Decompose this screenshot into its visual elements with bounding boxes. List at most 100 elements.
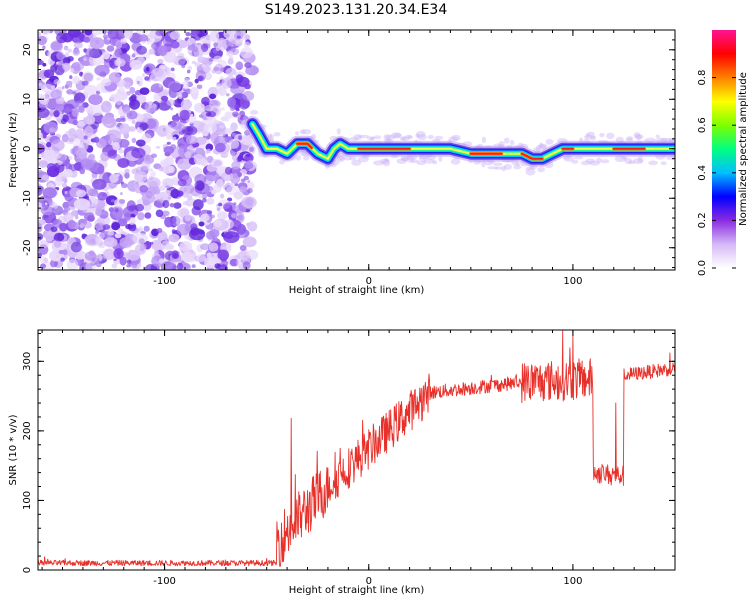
ridge-haze — [301, 129, 312, 135]
ridge-haze — [349, 156, 357, 161]
noise-blob — [84, 251, 97, 261]
noise-blob — [123, 253, 132, 259]
noise-blob — [172, 136, 177, 141]
noise-blob — [42, 133, 47, 139]
colorbar: 0.0 0.2 0.4 0.6 0.8 Normalized spectral ampli… — [697, 30, 749, 276]
spectrogram-frame — [37, 29, 676, 271]
noise-blob — [67, 219, 76, 230]
noise-blob — [237, 155, 243, 162]
noise-blob — [236, 224, 247, 235]
ridge-haze — [432, 160, 438, 165]
noise-blob — [74, 100, 84, 113]
noise-blob — [64, 190, 68, 195]
noise-blob — [79, 223, 85, 228]
noise-blob — [123, 30, 133, 40]
noise-blob — [134, 171, 148, 183]
ridge-haze — [357, 156, 369, 163]
noise-blob — [200, 243, 210, 251]
noise-blob — [215, 45, 221, 52]
noise-blob — [231, 213, 238, 219]
noise-blob — [224, 33, 230, 38]
ridge-haze — [373, 135, 382, 140]
noise-blob — [164, 156, 174, 166]
noise-blob — [160, 197, 164, 200]
noise-blob — [198, 221, 205, 227]
noise-blob — [189, 87, 199, 98]
noise-blob — [61, 176, 66, 182]
noise-blob — [118, 199, 126, 204]
noise-blob — [209, 228, 220, 238]
noise-blob — [38, 160, 48, 168]
noise-blob — [141, 73, 146, 77]
noise-blob — [38, 107, 50, 119]
ridge-haze — [600, 159, 610, 164]
noise-blob — [243, 41, 251, 49]
ridge-haze — [537, 167, 545, 173]
noise-blob — [42, 62, 47, 67]
noise-blob — [103, 237, 118, 248]
noise-blob — [83, 84, 98, 96]
noise-blob — [130, 224, 136, 232]
noise-blob — [242, 236, 257, 248]
noise-blob — [107, 149, 118, 159]
ridge-haze — [303, 154, 310, 161]
noise-blob — [46, 179, 50, 183]
noise-blob — [117, 158, 130, 168]
noise-blob — [81, 80, 89, 86]
noise-blob — [116, 100, 122, 106]
noise-blob — [44, 202, 48, 206]
noise-blob — [119, 123, 130, 135]
ridge-haze — [416, 131, 426, 138]
ridge-haze — [380, 158, 390, 165]
ridge-haze — [624, 158, 633, 164]
noise-blob — [38, 31, 42, 37]
noise-blob — [81, 233, 87, 238]
noise-blob — [129, 101, 136, 107]
ridge-haze — [401, 136, 407, 141]
noise-blob — [215, 142, 226, 153]
noise-blob — [156, 228, 163, 233]
snr-panel: 0 100 200 300 -100 0 100 Height of straight lin… — [8, 329, 676, 596]
noise-blob — [195, 36, 200, 41]
ridge-haze — [351, 159, 362, 166]
noise-blob — [218, 264, 228, 270]
noise-blob — [104, 134, 111, 141]
noise-blob — [111, 222, 121, 231]
ridge-haze — [492, 162, 503, 167]
noise-blob — [205, 122, 217, 134]
y-tick-label: 10 — [22, 93, 33, 106]
noise-blob — [216, 211, 228, 220]
noise-blob — [79, 167, 86, 175]
noise-blob — [97, 165, 105, 175]
noise-blob — [244, 83, 251, 90]
ridge-haze — [538, 142, 544, 149]
ridge-haze — [583, 135, 596, 139]
noise-blob — [193, 153, 204, 165]
noise-blob — [247, 187, 253, 194]
noise-blob — [239, 169, 248, 175]
noise-blob — [197, 56, 207, 64]
noise-blob — [113, 67, 120, 72]
noise-blob — [190, 30, 200, 36]
noise-blob — [124, 172, 130, 179]
noise-blob — [59, 222, 68, 232]
noise-blob — [191, 264, 196, 268]
ridge-haze — [637, 156, 643, 163]
noise-blob — [170, 107, 174, 111]
noise-blob — [201, 63, 206, 68]
noise-blob — [140, 104, 144, 109]
ridge-haze — [400, 157, 409, 162]
noise-blob — [178, 94, 183, 99]
noise-blob — [221, 77, 232, 89]
ridge-haze — [427, 134, 434, 140]
ridge-haze — [407, 135, 413, 140]
ridge-haze — [628, 160, 636, 165]
colorbar-tick-label: 0.2 — [697, 212, 708, 228]
noise-blob — [153, 200, 162, 207]
noise-blob — [190, 113, 194, 118]
noise-blob — [121, 183, 128, 189]
noise-blob — [135, 114, 145, 122]
noise-blob — [152, 67, 164, 78]
noise-blob — [57, 61, 63, 66]
noise-blob — [223, 202, 236, 212]
